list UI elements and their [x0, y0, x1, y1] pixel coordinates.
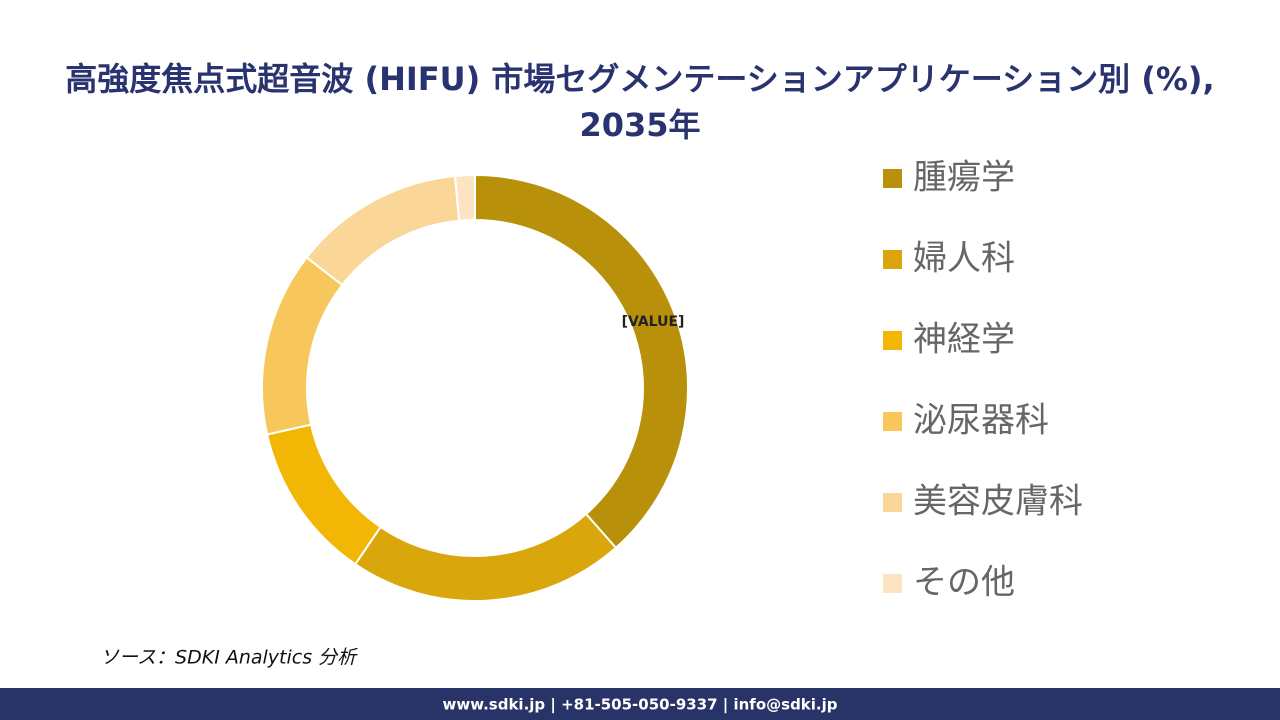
footer: www.sdki.jp | +81-505-050-9337 | info@sd…	[442, 696, 837, 715]
legend-swatch	[883, 250, 902, 269]
legend-swatch	[883, 331, 902, 350]
donut-segment	[265, 423, 382, 566]
legend-swatch	[883, 493, 902, 512]
legend-label: 美容皮膚科	[913, 482, 1083, 522]
legend-label: 婦人科	[913, 239, 1015, 279]
donut-segment	[353, 512, 618, 602]
legend-label: 神経学	[913, 320, 1015, 360]
footer-bar	[0, 688, 1280, 720]
data-label: [VALUE]	[622, 314, 685, 330]
legend-label: 腫瘍学	[913, 158, 1015, 198]
legend-swatch	[883, 412, 902, 431]
source: ソース：SDKI Analytics 分析	[100, 647, 358, 669]
legend-label: その他	[913, 563, 1015, 603]
donut-segment	[261, 256, 344, 436]
legend-swatch	[883, 169, 902, 188]
donut-segment	[305, 174, 461, 287]
legend-label: 泌尿器科	[913, 401, 1049, 441]
legend-swatch	[883, 574, 902, 593]
chart-title: 高強度焦点式超音波 (HIFU) 市場セグメンテーションアプリケーション別 (%…	[65, 60, 1215, 144]
donut-segment	[474, 173, 689, 550]
donut-segment	[453, 173, 476, 222]
